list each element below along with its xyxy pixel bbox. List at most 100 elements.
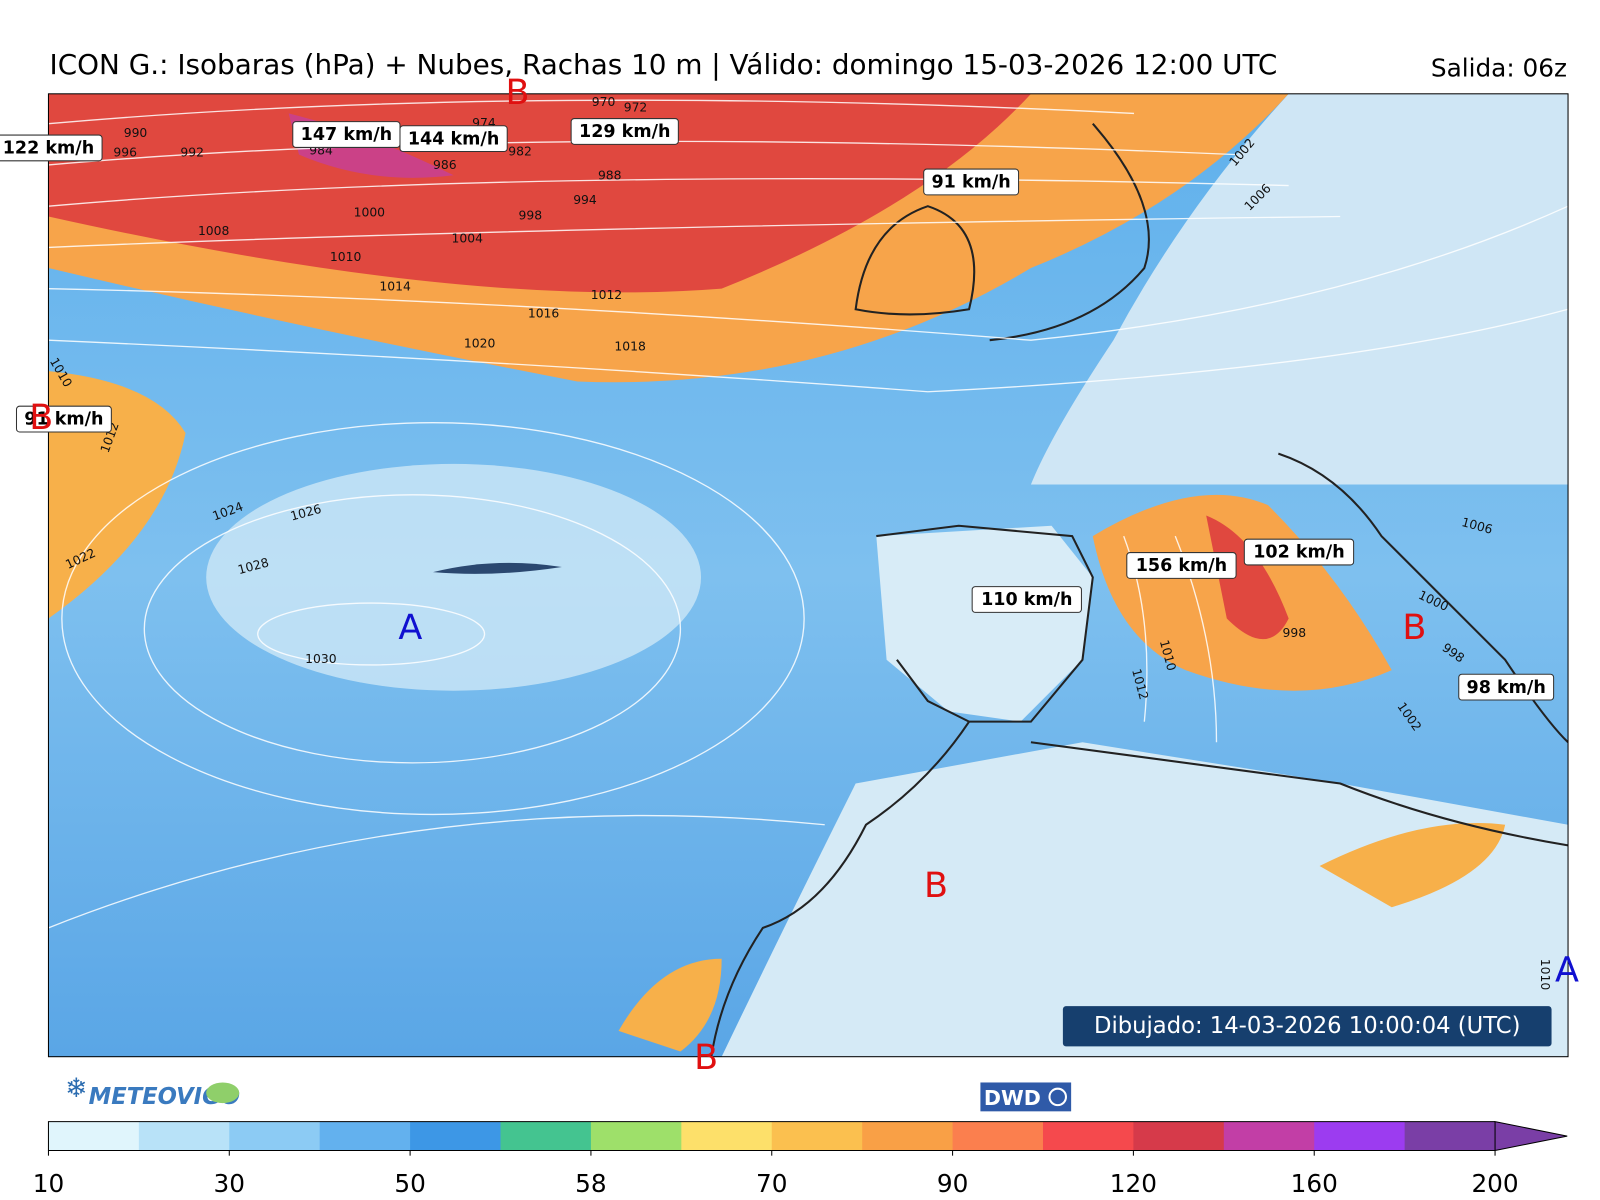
high-center: A — [1555, 949, 1579, 990]
isobar-label: 996 — [113, 146, 137, 160]
isobar-label: 998 — [519, 209, 543, 223]
logo-dwd-box — [980, 1082, 1072, 1112]
gust-labels: 122 km/h 147 km/h 144 km/h 129 km/h 91 k… — [0, 118, 1555, 701]
coastline — [854, 205, 976, 316]
isobar-label: 992 — [180, 146, 204, 160]
colorbar-tick-label: 70 — [756, 1169, 787, 1198]
colorbar-segment — [771, 1121, 863, 1151]
pressure-centers: B B A B B A B — [29, 72, 1579, 1078]
land-africa — [721, 742, 1569, 1057]
wind-core — [1206, 515, 1289, 640]
colorbar-segment — [500, 1121, 592, 1151]
colorbar-tick-label: 200 — [1471, 1169, 1518, 1198]
colorbar-tick-label: 50 — [394, 1169, 425, 1198]
isobar-label: 970 — [592, 95, 616, 109]
colorbar-segment — [952, 1121, 1044, 1151]
colorbar-segment — [590, 1121, 682, 1151]
low-center: B — [694, 1037, 718, 1078]
isobar-label: 1010 — [330, 250, 362, 264]
isobar-label: 1008 — [198, 224, 230, 238]
gust-box — [1243, 538, 1355, 566]
drawn-label: Dibujado: 14-03-2026 10:00:04 (UTC) — [1094, 1013, 1520, 1039]
isobar-label: 986 — [433, 158, 457, 172]
wind-band — [1319, 823, 1506, 908]
colorbar-tick-label: 58 — [575, 1169, 606, 1198]
gust-box — [971, 586, 1082, 613]
gust-label: 110 km/h — [981, 590, 1072, 610]
coastline — [1030, 741, 1569, 847]
gust-label: 122 km/h — [3, 139, 94, 159]
isobar-label: 982 — [508, 145, 532, 159]
land-iberia — [876, 525, 1093, 722]
gust-label: 144 km/h — [408, 129, 499, 149]
logo-snow: ❄ — [65, 1073, 87, 1104]
gust-box — [1458, 673, 1555, 701]
logo-dwd-swirl — [1048, 1087, 1068, 1107]
colorbar-segment — [1042, 1121, 1134, 1151]
isobar-label: 990 — [124, 126, 148, 140]
logo-dwd: DWD — [984, 1086, 1041, 1110]
colorbar-tick-label: 30 — [214, 1169, 245, 1198]
wind-band — [618, 958, 722, 1052]
coastline — [876, 524, 1094, 723]
colorbar-segment — [1133, 1121, 1225, 1151]
gust-box — [1126, 552, 1237, 579]
run-label: Salida: 06z — [1431, 53, 1567, 82]
low-center: B — [506, 72, 530, 113]
isobar-label: 1010 — [1538, 959, 1552, 991]
gust-box — [15, 405, 112, 433]
gust-label: 91 km/h — [932, 173, 1011, 193]
isobar-label: 994 — [573, 193, 597, 207]
isobar-label: 1020 — [464, 336, 496, 350]
colorbar-tick-label: 120 — [1110, 1169, 1157, 1198]
high-center: A — [398, 607, 422, 648]
isobar-label: 1014 — [379, 280, 411, 294]
gust-label: 129 km/h — [579, 122, 670, 142]
cloud — [432, 562, 562, 574]
gust-box — [570, 118, 679, 145]
map-frame — [47, 93, 1569, 1058]
colorbar: 103050587090120160200Rachas máximas 10 m… — [33, 1121, 1568, 1198]
map: 990 996 992 984 986 974 970 972 982 988 … — [48, 93, 1569, 1057]
colorbar-tick-label: 160 — [1291, 1169, 1338, 1198]
high-area — [206, 463, 702, 691]
title: ICON G.: Isobaras (hPa) + Nubes, Rachas … — [49, 48, 1277, 81]
colorbar-segment — [1223, 1121, 1315, 1151]
coastline — [1278, 452, 1569, 744]
logo-leaf — [206, 1082, 240, 1104]
gust-box — [399, 125, 508, 153]
gust-label: 156 km/h — [1136, 556, 1227, 576]
isobar-label: 1016 — [528, 307, 560, 321]
coastline — [710, 721, 970, 1057]
gust-box — [0, 134, 103, 162]
wind-band — [48, 371, 186, 619]
gust-box — [923, 168, 1020, 196]
colorbar-tick-label: 10 — [33, 1169, 64, 1198]
colorbar-segment — [1314, 1121, 1406, 1151]
colorbar-segment — [681, 1121, 773, 1151]
gust-label: 98 km/h — [1467, 678, 1546, 698]
isobar-label: 1030 — [305, 652, 337, 666]
isobar-label: 972 — [624, 100, 648, 114]
low-center: B — [924, 865, 948, 906]
coastline — [989, 123, 1150, 342]
isobars — [48, 99, 1569, 929]
isobar-label: 1004 — [452, 231, 484, 245]
colorbar-segment — [319, 1121, 411, 1151]
low-center: B — [1402, 607, 1426, 648]
isobar-label: 988 — [598, 168, 622, 182]
gust-label: 91 km/h — [24, 410, 103, 430]
isobar-label: 1012 — [591, 288, 622, 302]
isobar-label: 998 — [1282, 626, 1306, 640]
drawn-box — [1062, 1006, 1552, 1047]
isobar-label: 1018 — [614, 340, 646, 354]
colorbar-segment — [138, 1121, 230, 1151]
colorbar-tick-label: 90 — [937, 1169, 968, 1198]
colorbar-segment — [410, 1121, 502, 1151]
colorbar-extend — [1494, 1121, 1568, 1152]
colorbar-segment — [48, 1121, 140, 1151]
low-center: B — [29, 397, 53, 438]
gust-label: 102 km/h — [1253, 543, 1344, 563]
